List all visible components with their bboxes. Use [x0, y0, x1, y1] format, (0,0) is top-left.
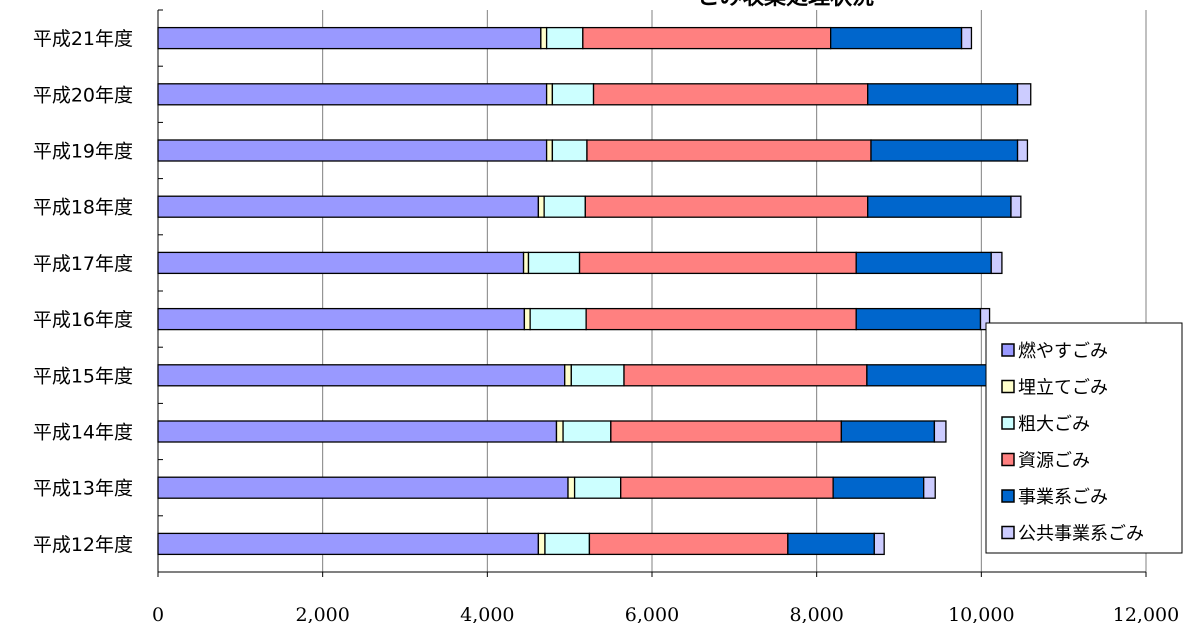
bar-segment — [578, 251, 857, 275]
chart-title: ごみ収集処理状況 — [698, 0, 874, 10]
bar-segment — [867, 83, 1019, 106]
bar-segment — [545, 139, 554, 162]
bar-segment — [157, 251, 525, 275]
bar-segment — [990, 251, 1003, 275]
x-tick-label: 12,000 — [1113, 604, 1179, 623]
bar-segment — [582, 26, 832, 50]
bar-segment — [157, 476, 569, 499]
bar-segment — [157, 420, 558, 443]
x-tick-label: 8,000 — [789, 604, 843, 623]
bar-segment — [1010, 195, 1022, 218]
bar-segment — [623, 364, 868, 387]
legend-swatch — [1001, 452, 1015, 467]
bar-segment — [855, 307, 982, 331]
x-tick-label: 4,000 — [460, 604, 514, 623]
bar-segment — [584, 195, 869, 218]
legend-swatch — [1001, 416, 1015, 430]
legend-label: 資源ごみ — [1018, 451, 1090, 472]
bar-segment — [555, 420, 564, 443]
x-tick-label: 6,000 — [625, 604, 679, 623]
bar-segment — [543, 195, 586, 218]
bar-segment — [866, 364, 989, 387]
category-label: 平成19年度 — [33, 141, 133, 163]
bar-segment — [979, 307, 991, 331]
bar-segment — [592, 83, 869, 106]
bar-segment — [540, 26, 548, 50]
category-label: 平成20年度 — [33, 84, 133, 106]
bar-segment — [564, 364, 572, 387]
legend-label: 公共事業系ごみ — [1018, 524, 1144, 545]
bar-segment — [830, 26, 963, 50]
bar-segment — [610, 420, 843, 443]
bar-segment — [157, 26, 542, 50]
bar-segment — [855, 251, 992, 275]
bar-segment — [545, 83, 554, 106]
category-label: 平成14年度 — [33, 422, 133, 444]
bar-segment — [537, 532, 546, 556]
x-tick-label: 10,000 — [948, 604, 1014, 623]
bar-segment — [567, 476, 576, 499]
category-label: 平成13年度 — [33, 478, 133, 500]
bar-segment — [588, 532, 789, 556]
legend-label: 燃やすごみ — [1018, 341, 1108, 362]
bar-segment — [1016, 83, 1032, 106]
legend-swatch — [1001, 489, 1015, 503]
bar-segment — [551, 139, 588, 162]
bar-segment — [620, 476, 834, 499]
bar-segment — [527, 251, 581, 275]
legend-label: 埋立てごみ — [1018, 378, 1108, 399]
axes — [157, 9, 1147, 577]
category-label: 平成21年度 — [33, 28, 133, 50]
legend-label: 粗大ごみ — [1018, 414, 1090, 435]
x-tick-label: 2,000 — [295, 604, 349, 623]
bars — [157, 26, 1032, 556]
category-labels: 平成21年度平成20年度平成19年度平成18年度平成17年度平成16年度平成15… — [33, 28, 133, 556]
bar-segment — [157, 83, 548, 106]
category-label: 平成16年度 — [33, 309, 133, 331]
bar-segment — [573, 476, 622, 499]
bar-segment — [157, 307, 526, 331]
legend-swatch — [1001, 379, 1015, 394]
x-tick-labels: 0 2,000 4,000 6,000 8,000 10,000 12,000 — [152, 604, 1179, 623]
bar-segment — [570, 364, 625, 387]
bar-segment — [529, 307, 587, 331]
legend-swatch — [1001, 343, 1015, 357]
bar-segment — [545, 26, 584, 50]
bar-segment — [157, 195, 540, 218]
bar-segment — [1016, 139, 1029, 162]
bar-segment — [522, 251, 530, 275]
category-label: 平成12年度 — [33, 534, 133, 556]
bar-segment — [562, 420, 612, 443]
bar-segment — [933, 420, 947, 443]
category-label: 平成17年度 — [33, 253, 133, 275]
bar-segment — [586, 139, 872, 162]
x-tick-label: 0 — [152, 604, 164, 623]
bar-segment — [840, 420, 936, 443]
bar-segment — [832, 476, 925, 499]
bar-segment — [544, 532, 591, 556]
category-label: 平成18年度 — [33, 197, 133, 219]
bar-segment — [537, 195, 545, 218]
bar-segment — [787, 532, 875, 556]
bar-segment — [923, 476, 936, 499]
bar-segment — [523, 307, 531, 331]
bar-segment — [551, 83, 595, 106]
legend-box — [985, 322, 1183, 554]
bar-segment — [870, 139, 1019, 162]
bar-segment — [960, 26, 973, 50]
bar-segment — [867, 195, 1012, 218]
bar-segment — [873, 532, 885, 556]
category-label: 平成15年度 — [33, 365, 133, 387]
legend-swatch — [1001, 525, 1015, 540]
bar-segment — [157, 532, 540, 556]
bar-segment — [157, 139, 548, 162]
legend-label: 事業系ごみ — [1018, 487, 1108, 508]
bar-segment — [157, 364, 566, 387]
bar-segment — [585, 307, 857, 331]
